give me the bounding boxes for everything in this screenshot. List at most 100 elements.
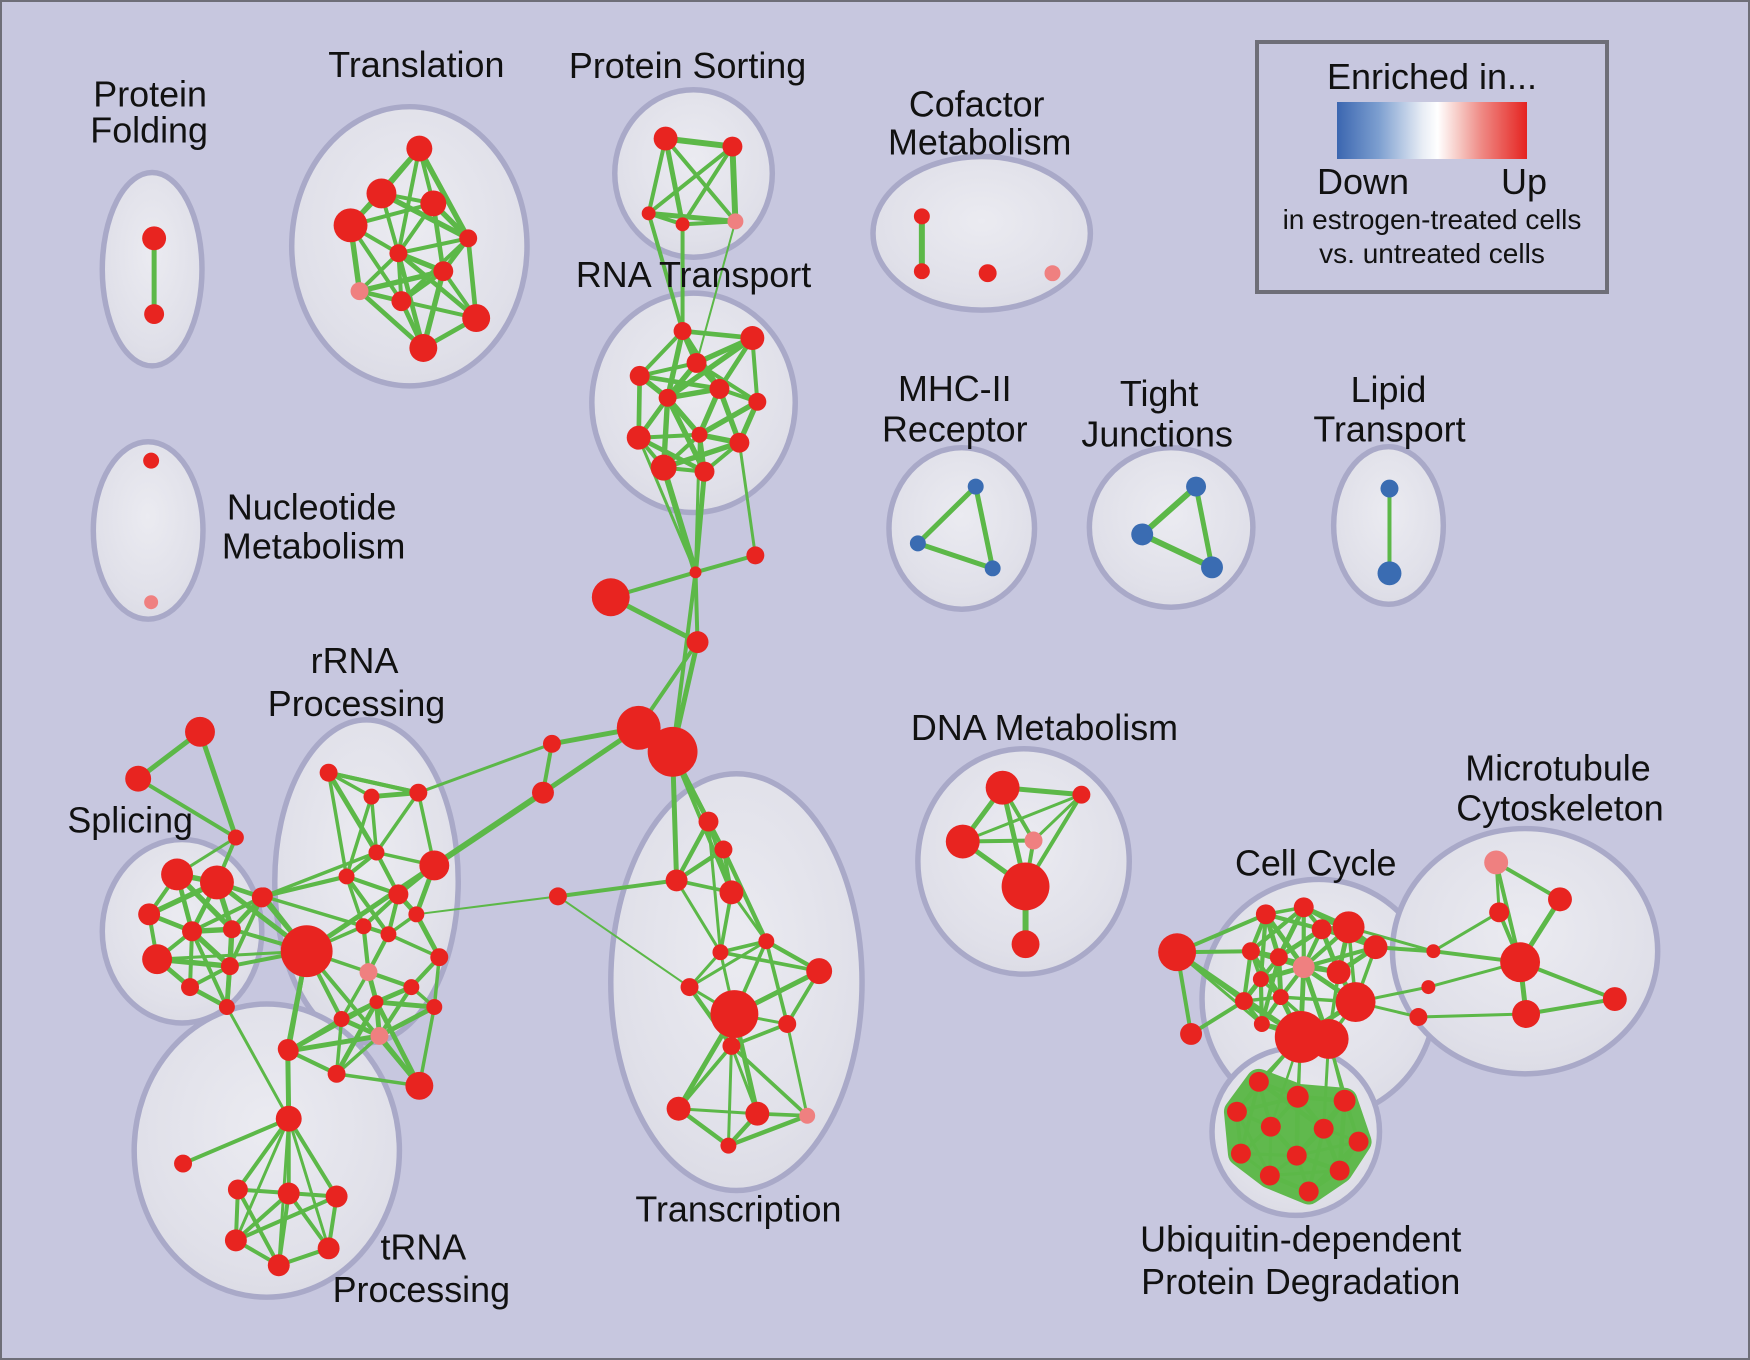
node-g14[interactable]	[1272, 989, 1289, 1006]
node-m3[interactable]	[984, 560, 1001, 577]
node-q15[interactable]	[403, 979, 420, 996]
node-b4[interactable]	[1226, 1101, 1247, 1122]
node-g18[interactable]	[1253, 1016, 1270, 1032]
node-q23[interactable]	[277, 1038, 298, 1059]
node-j2[interactable]	[1131, 523, 1154, 546]
node-x16[interactable]	[720, 1137, 737, 1154]
node-g12[interactable]	[1252, 971, 1269, 988]
node-d2[interactable]	[1072, 785, 1091, 804]
node-n2[interactable]	[144, 595, 159, 610]
node-u2[interactable]	[174, 1154, 193, 1173]
node-t7[interactable]	[433, 261, 454, 282]
node-x15[interactable]	[799, 1107, 816, 1124]
node-q13[interactable]	[430, 948, 449, 967]
node-r5[interactable]	[709, 378, 730, 399]
node-b8[interactable]	[1230, 1143, 1251, 1164]
node-q21[interactable]	[327, 1064, 346, 1083]
node-g2[interactable]	[1180, 1022, 1203, 1045]
node-q1[interactable]	[319, 763, 338, 782]
node-n1[interactable]	[143, 452, 160, 469]
node-b3[interactable]	[1333, 1089, 1356, 1112]
node-m1[interactable]	[967, 478, 984, 495]
node-b7[interactable]	[1348, 1131, 1369, 1152]
node-s4[interactable]	[161, 858, 194, 891]
node-x3[interactable]	[665, 869, 688, 892]
node-r1[interactable]	[673, 322, 692, 341]
node-pf1[interactable]	[142, 226, 167, 251]
node-x13[interactable]	[666, 1096, 691, 1121]
node-b11[interactable]	[1259, 1165, 1280, 1186]
node-g6[interactable]	[1332, 911, 1365, 944]
node-g9[interactable]	[1269, 948, 1288, 967]
node-b2[interactable]	[1286, 1085, 1309, 1108]
node-m2[interactable]	[909, 535, 926, 552]
node-g1[interactable]	[1158, 933, 1197, 972]
node-c3[interactable]	[978, 264, 997, 283]
node-p2[interactable]	[722, 136, 743, 157]
node-t11[interactable]	[409, 334, 438, 362]
node-x2[interactable]	[714, 840, 733, 859]
node-q22[interactable]	[405, 1071, 434, 1100]
node-h8[interactable]	[532, 781, 554, 804]
node-d1[interactable]	[985, 770, 1020, 805]
node-c2[interactable]	[913, 263, 930, 280]
node-t4[interactable]	[333, 208, 368, 243]
node-t3[interactable]	[420, 190, 447, 217]
node-v6[interactable]	[1500, 942, 1541, 983]
node-q4[interactable]	[368, 844, 385, 861]
node-q9[interactable]	[408, 906, 425, 923]
node-b10[interactable]	[1329, 1160, 1350, 1181]
node-v4[interactable]	[1426, 944, 1441, 959]
node-d3[interactable]	[945, 824, 980, 859]
node-c1[interactable]	[913, 208, 930, 225]
node-x8[interactable]	[806, 958, 833, 985]
node-u3[interactable]	[227, 1179, 248, 1200]
node-g10[interactable]	[1292, 956, 1315, 979]
node-x12[interactable]	[722, 1036, 741, 1055]
node-d4[interactable]	[1024, 831, 1043, 850]
node-t8[interactable]	[350, 282, 369, 301]
node-h6[interactable]	[647, 726, 698, 777]
node-v9[interactable]	[1409, 1008, 1428, 1026]
node-h9[interactable]	[548, 887, 567, 906]
node-r2[interactable]	[740, 326, 765, 350]
node-x0[interactable]	[698, 811, 719, 832]
node-d6[interactable]	[1011, 930, 1040, 959]
node-q16[interactable]	[369, 995, 384, 1010]
node-s2[interactable]	[125, 765, 152, 792]
node-s3[interactable]	[227, 829, 244, 846]
node-h3[interactable]	[591, 578, 630, 617]
node-q3[interactable]	[409, 783, 428, 802]
node-q11[interactable]	[380, 926, 397, 943]
node-p1[interactable]	[653, 126, 678, 151]
node-r12[interactable]	[694, 461, 715, 482]
node-r6[interactable]	[658, 388, 677, 407]
node-g17[interactable]	[1308, 1019, 1349, 1059]
node-q6[interactable]	[254, 887, 273, 906]
node-u4[interactable]	[277, 1182, 300, 1205]
node-j1[interactable]	[1186, 476, 1207, 497]
node-v8[interactable]	[1602, 987, 1627, 1012]
node-r7[interactable]	[748, 392, 767, 411]
node-g15[interactable]	[1335, 982, 1376, 1022]
node-q5[interactable]	[338, 868, 355, 885]
node-q14[interactable]	[359, 963, 378, 982]
node-g8[interactable]	[1241, 942, 1260, 961]
node-x10[interactable]	[710, 990, 759, 1038]
node-s1[interactable]	[185, 716, 215, 747]
node-p3[interactable]	[641, 206, 656, 221]
node-s5[interactable]	[199, 865, 234, 900]
node-c4[interactable]	[1044, 265, 1061, 282]
node-s10[interactable]	[181, 978, 199, 997]
node-x11[interactable]	[778, 1015, 797, 1033]
node-t9[interactable]	[391, 291, 412, 312]
node-x6[interactable]	[758, 933, 775, 950]
node-s9[interactable]	[142, 944, 173, 975]
node-v1[interactable]	[1484, 850, 1509, 875]
node-h1[interactable]	[689, 566, 702, 579]
node-g3[interactable]	[1255, 904, 1276, 925]
node-g13[interactable]	[1234, 992, 1253, 1011]
node-q12[interactable]	[280, 925, 333, 978]
node-s12[interactable]	[218, 999, 235, 1016]
node-v5[interactable]	[1421, 980, 1436, 995]
